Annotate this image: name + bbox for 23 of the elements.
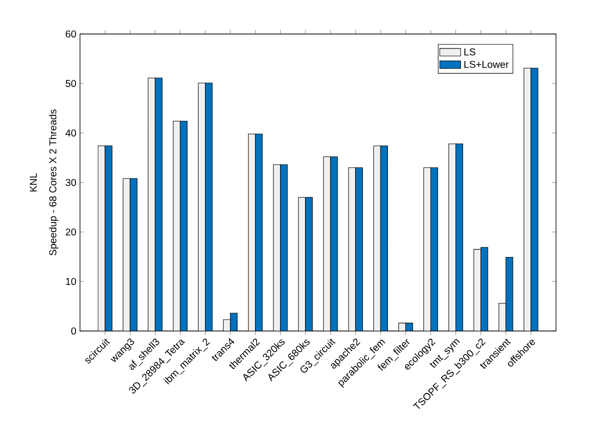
y-tick-label: 10 bbox=[66, 278, 76, 286]
bar bbox=[280, 164, 288, 331]
bar bbox=[380, 146, 388, 331]
y-tick-label: 40 bbox=[66, 129, 76, 137]
y-tick-label: 0 bbox=[71, 327, 76, 335]
bar bbox=[255, 134, 263, 331]
y-tick-label: 50 bbox=[66, 80, 76, 88]
bar bbox=[154, 78, 162, 331]
bar bbox=[456, 144, 464, 331]
text: KNL bbox=[30, 173, 37, 192]
bar bbox=[205, 82, 213, 331]
legend-label: LS+Lower bbox=[464, 60, 509, 68]
bar bbox=[355, 167, 363, 331]
y-axis-title: Speedup - 68 Cores X 2 Threads bbox=[49, 110, 58, 256]
bar bbox=[180, 120, 188, 331]
bar bbox=[430, 167, 438, 331]
y-tick-label: 30 bbox=[66, 178, 76, 186]
y-tick-label: 60 bbox=[66, 30, 76, 38]
bar bbox=[130, 178, 138, 331]
legend-label: LS bbox=[464, 48, 476, 56]
y-tick-label: 20 bbox=[66, 228, 76, 236]
bar bbox=[506, 256, 514, 331]
bar bbox=[480, 247, 488, 331]
